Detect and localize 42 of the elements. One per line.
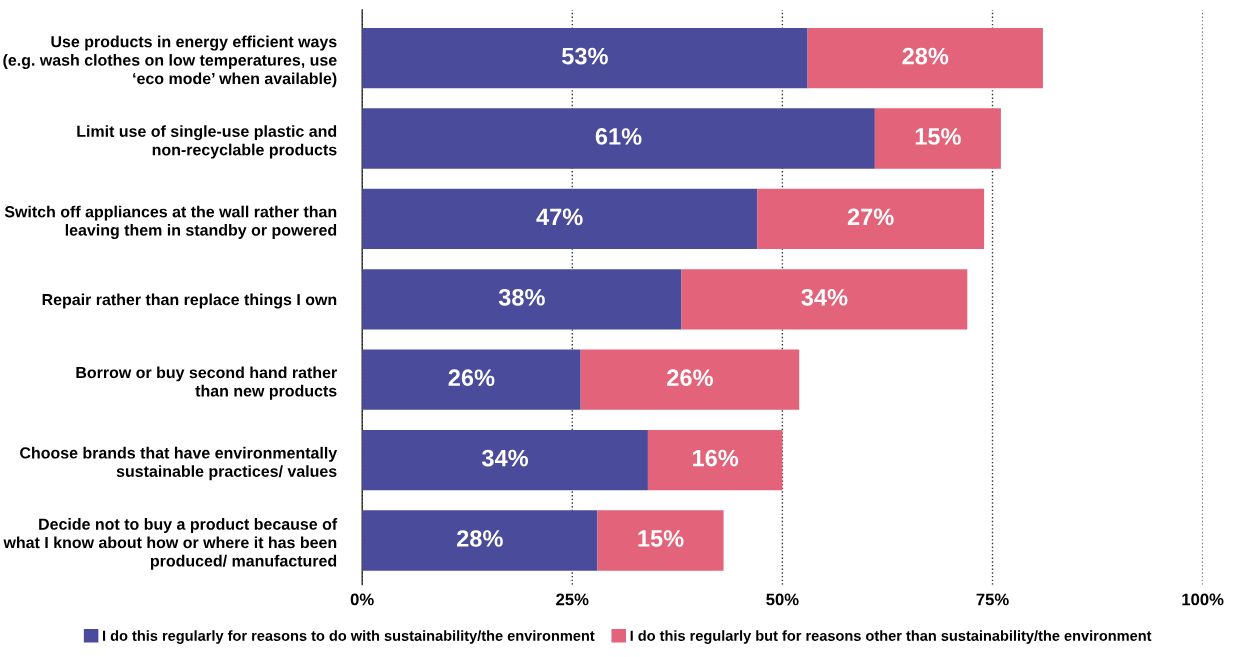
bar: [681, 269, 968, 330]
bar: [580, 349, 800, 410]
bar: [757, 188, 985, 250]
y-tick-label: Limit use of single-use plastic and non-recyclable products: [77, 125, 337, 159]
bar: [647, 429, 783, 491]
data-label: 15%: [638, 530, 684, 547]
bar: [362, 108, 875, 169]
data-label: 28%: [902, 47, 949, 65]
data-label: 27%: [847, 208, 894, 226]
data-label: 26%: [448, 369, 495, 387]
legend-label: I do this regularly for reasons to do with sustainability/the environment: [103, 630, 595, 644]
bar: [362, 27, 808, 89]
y-tick-label: Use products in energy efficient ways (e.g. wash clothes on low temperatures, use ‘eco mode’ when available): [3, 35, 337, 88]
bar: [362, 188, 758, 250]
y-tick-label: Decide not to buy a product because of what I know about how or where it has been produced/ manufactured: [3, 518, 338, 570]
bar: [597, 510, 724, 571]
legend-label: I do this regularly but for reasons other than sustainability/the environment: [630, 630, 1152, 644]
x-tick-label: 100%: [1182, 593, 1224, 606]
data-label: 38%: [498, 288, 545, 306]
bar: [362, 510, 598, 571]
y-tick-label: Repair rather than replace things I own: [42, 293, 337, 309]
data-label: 34%: [801, 288, 848, 306]
data-label: 26%: [667, 369, 713, 387]
data-label: 53%: [561, 47, 608, 65]
x-tick-label: 50%: [766, 593, 799, 606]
x-tick-label: 25%: [556, 593, 589, 606]
y-tick-label: Choose brands that have environmentally sustainable practices/ values: [20, 446, 338, 481]
bar: [807, 27, 1043, 89]
data-label: 15%: [915, 128, 961, 145]
y-tick-label: Switch off appliances at the wall rather than leaving them in standby or powered: [4, 205, 337, 239]
bar: [362, 429, 648, 491]
data-label: 61%: [595, 128, 642, 145]
data-label: 28%: [457, 530, 503, 547]
data-label: 34%: [481, 449, 529, 467]
bar: [362, 269, 682, 330]
data-label: 16%: [693, 449, 739, 467]
data-label: 47%: [536, 208, 583, 226]
y-tick-label: Borrow or buy second hand rather than new products: [76, 366, 337, 400]
x-tick-label: 0%: [350, 593, 374, 606]
bar: [874, 108, 1001, 169]
x-tick-label: 75%: [976, 593, 1009, 606]
bar: [362, 349, 581, 410]
